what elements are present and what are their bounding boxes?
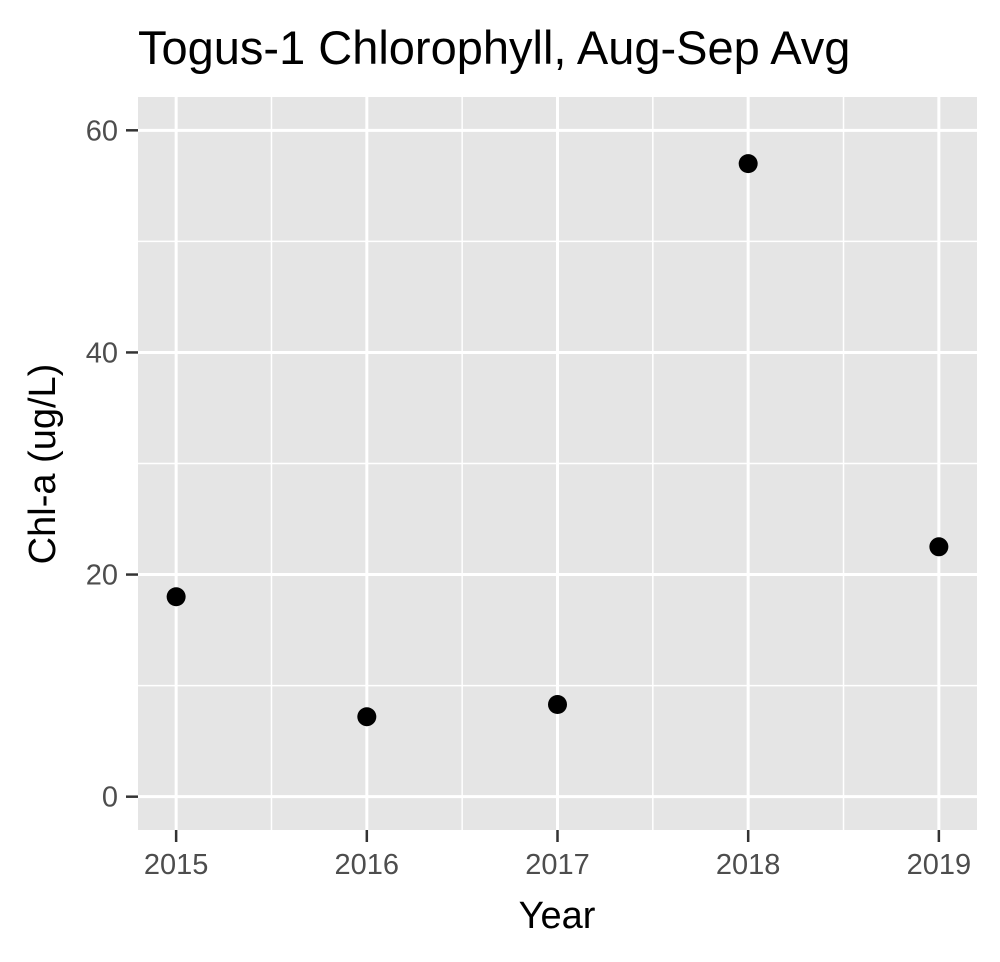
x-tick-label: 2018 bbox=[716, 849, 781, 881]
data-points bbox=[166, 154, 949, 727]
x-tick-label: 2017 bbox=[525, 849, 590, 881]
data-point bbox=[357, 707, 377, 727]
x-tick-label: 2016 bbox=[335, 849, 400, 881]
x-axis: 2015 2016 2017 2018 2019 bbox=[144, 830, 971, 881]
major-grid bbox=[138, 97, 977, 830]
data-point bbox=[929, 537, 949, 557]
x-tick-label: 2019 bbox=[907, 849, 972, 881]
y-axis: 0 20 40 60 bbox=[86, 115, 138, 814]
data-point bbox=[548, 695, 567, 715]
y-tick-label: 0 bbox=[102, 782, 118, 814]
y-tick-label: 60 bbox=[86, 115, 118, 147]
y-tick-label: 40 bbox=[86, 337, 118, 369]
y-axis-title: Chl-a (ug/L) bbox=[22, 364, 64, 565]
x-axis-title: Year bbox=[519, 895, 596, 937]
chart-title: Togus-1 Chlorophyll, Aug-Sep Avg bbox=[138, 21, 850, 74]
data-point bbox=[738, 154, 758, 174]
x-tick-label: 2015 bbox=[144, 849, 209, 881]
data-point bbox=[166, 587, 186, 607]
y-tick-label: 20 bbox=[86, 560, 118, 592]
